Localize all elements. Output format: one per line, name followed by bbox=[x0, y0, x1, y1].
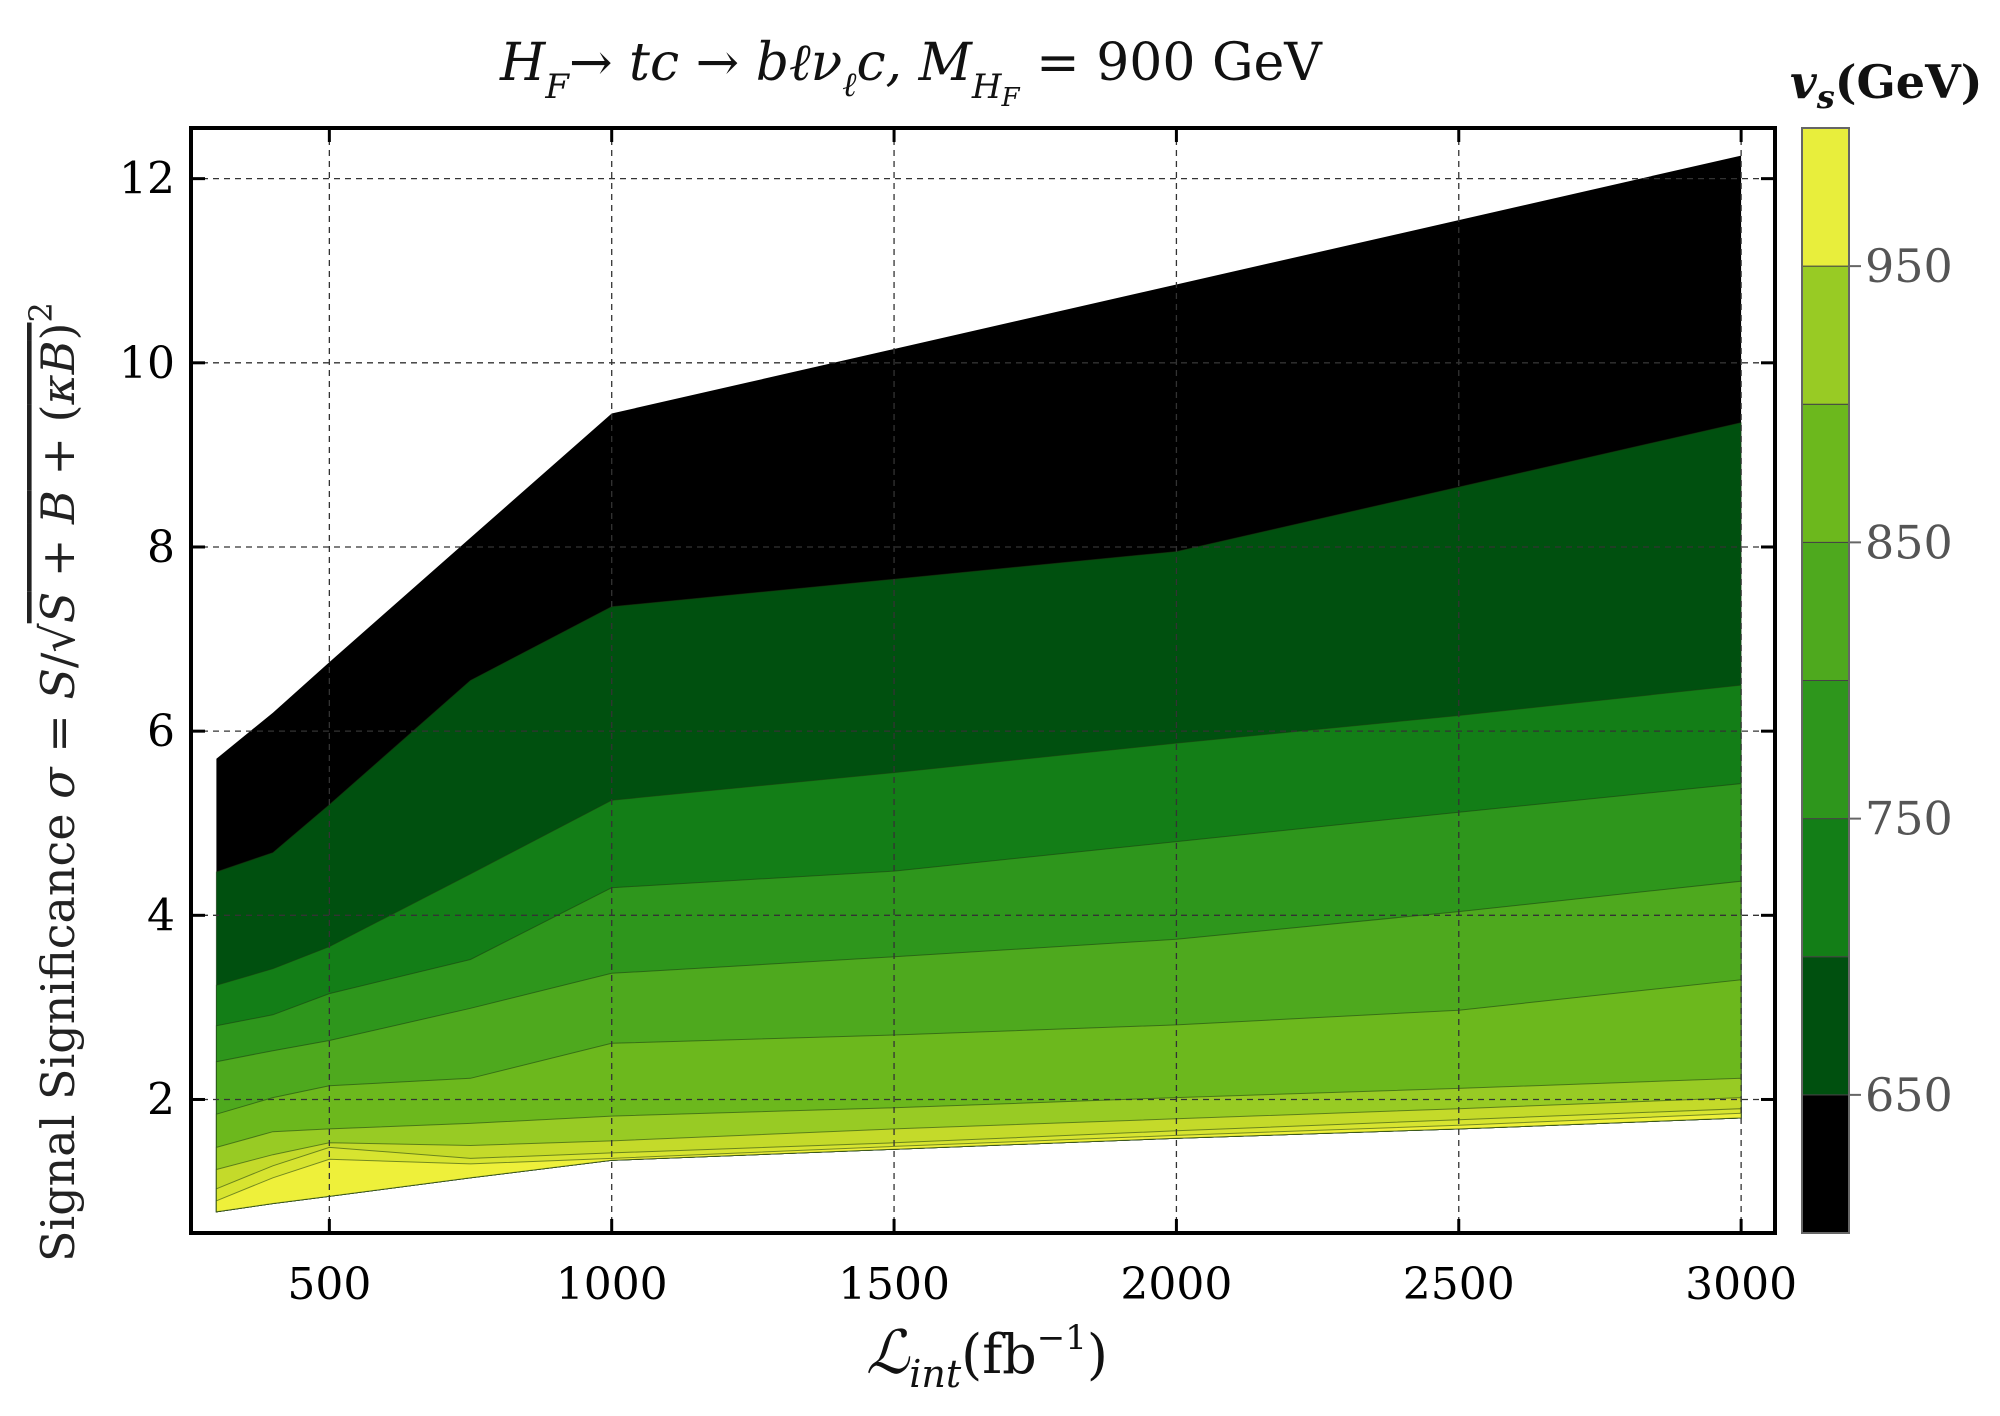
colorbar-title: vs(GeV) bbox=[1790, 55, 1983, 116]
x-tick-label: 1000 bbox=[556, 1259, 668, 1310]
colorbar-band-950 bbox=[1801, 127, 1850, 267]
y-tick-label: 12 bbox=[119, 154, 175, 205]
x-axis-label: ℒint(fb−1) bbox=[866, 1318, 1108, 1396]
colorbar-band-850 bbox=[1801, 403, 1850, 543]
colorbar-band-750 bbox=[1801, 680, 1850, 820]
x-tick-label: 1500 bbox=[838, 1259, 950, 1310]
svg-text:ℒint(fb−1): ℒint(fb−1) bbox=[866, 1318, 1108, 1396]
colorbar-band-700 bbox=[1801, 818, 1850, 958]
y-tick-label: 2 bbox=[147, 1074, 175, 1125]
svg-text:Signal Significance σ = S/√S +: Signal Significance σ = S/√S + B + (κB)2 bbox=[22, 302, 85, 1262]
colorbar-band-800 bbox=[1801, 541, 1850, 681]
colorbar bbox=[1801, 127, 1850, 1234]
colorbar-band-900 bbox=[1801, 265, 1850, 405]
svg-text:vs(GeV): vs(GeV) bbox=[1790, 55, 1983, 116]
contour-bands bbox=[215, 155, 1742, 1213]
colorbar-tick-label: 850 bbox=[1865, 515, 1953, 569]
chart-title: HF→ tc → bℓνℓc, MHF = 900 GeV bbox=[499, 33, 1323, 113]
y-axis-ticks: 2 4 6 8 10 12 bbox=[119, 154, 1775, 1125]
colorbar-band-600 bbox=[1801, 1094, 1850, 1234]
y-tick-label: 10 bbox=[119, 338, 175, 389]
x-tick-label: 500 bbox=[287, 1259, 371, 1310]
y-tick-label: 6 bbox=[147, 706, 175, 757]
x-tick-label: 2000 bbox=[1120, 1259, 1232, 1310]
svg-text:HF→ tc → bℓνℓc, MHF = 900 GeV: HF→ tc → bℓνℓc, MHF = 900 GeV bbox=[499, 33, 1323, 113]
x-tick-label: 2500 bbox=[1403, 1259, 1515, 1310]
y-tick-label: 8 bbox=[147, 522, 175, 573]
colorbar-tick-label: 750 bbox=[1865, 792, 1953, 846]
colorbar-band-650 bbox=[1801, 956, 1850, 1096]
colorbar-ticks: 650 750 850 950 bbox=[1849, 239, 1953, 1122]
plot-frame bbox=[189, 126, 1777, 1235]
colorbar-tick-label: 950 bbox=[1865, 239, 1953, 293]
grid-lines bbox=[191, 128, 1775, 1233]
y-tick-label: 4 bbox=[147, 890, 175, 941]
colorbar-frame bbox=[1801, 127, 1850, 1234]
x-axis-ticks: 500 1000 1500 2000 2500 3000 bbox=[287, 128, 1797, 1310]
y-axis-label: Signal Significance σ = S/√S + B + (κB)2 bbox=[22, 302, 85, 1262]
x-tick-label: 3000 bbox=[1685, 1259, 1797, 1310]
colorbar-tick-label: 650 bbox=[1865, 1068, 1953, 1122]
